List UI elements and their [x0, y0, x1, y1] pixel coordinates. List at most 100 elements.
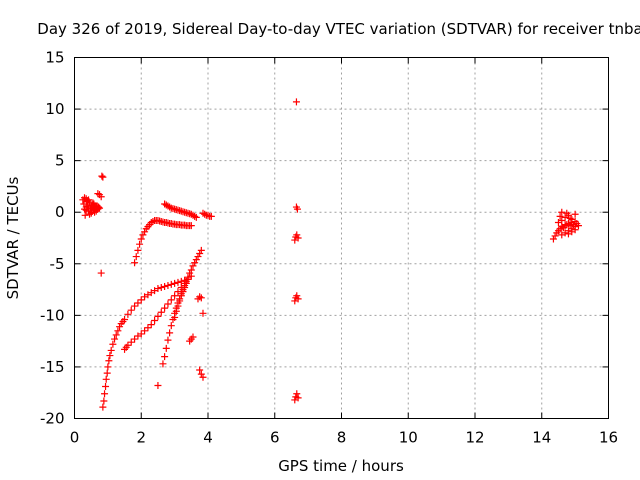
data-point	[189, 333, 197, 341]
data-point	[199, 309, 207, 317]
y-tick-label: -10	[40, 306, 65, 324]
data-point	[292, 98, 300, 106]
x-tick-label: 6	[270, 429, 280, 447]
data-point	[101, 390, 109, 398]
data-point	[162, 344, 170, 352]
data-point	[186, 269, 194, 277]
data-point	[561, 221, 569, 229]
data-point	[556, 212, 564, 220]
data-point	[558, 208, 566, 216]
data-point	[171, 313, 179, 321]
data-point	[85, 196, 93, 204]
data-point	[293, 292, 301, 300]
data-point	[147, 321, 155, 329]
data-point	[134, 299, 142, 307]
data-point	[82, 203, 90, 211]
data-point	[106, 352, 114, 360]
data-point	[164, 336, 172, 344]
data-point	[167, 296, 175, 304]
data-point	[187, 266, 195, 274]
data-point	[134, 246, 142, 254]
data-point	[105, 357, 113, 365]
data-point	[194, 253, 202, 261]
data-point	[566, 222, 574, 230]
data-point	[127, 338, 135, 346]
data-point	[154, 381, 162, 389]
data-point	[131, 335, 139, 343]
data-point	[182, 279, 190, 287]
data-point	[90, 206, 98, 214]
data-point	[196, 293, 204, 301]
data-point	[167, 322, 175, 330]
data-point	[179, 288, 187, 296]
data-point	[159, 360, 167, 368]
y-axis-label: SDTVAR / TECUs	[4, 176, 22, 299]
data-point	[154, 285, 162, 293]
x-tick-label: 8	[337, 429, 347, 447]
data-point	[136, 240, 144, 248]
data-point	[184, 275, 192, 283]
data-point	[558, 216, 566, 224]
data-point	[107, 346, 115, 354]
data-point	[103, 369, 111, 377]
data-point	[137, 330, 145, 338]
series-arc-top	[161, 200, 215, 221]
data-point	[109, 340, 117, 348]
data-point	[563, 209, 571, 217]
grid-lines	[74, 57, 609, 419]
data-point	[166, 203, 174, 211]
data-point	[112, 331, 120, 339]
data-point	[111, 335, 119, 343]
data-point	[551, 232, 559, 240]
data-point	[97, 269, 105, 277]
data-point	[167, 280, 175, 288]
x-tick-label: 12	[465, 429, 484, 447]
data-point	[172, 307, 180, 315]
data-point	[571, 217, 579, 225]
data-point	[166, 329, 174, 337]
data-point	[141, 228, 149, 236]
data-point	[192, 256, 200, 264]
series-arc-upper	[131, 216, 195, 267]
series-arc-steep-b	[171, 275, 192, 321]
data-point	[196, 249, 204, 257]
data-point	[294, 394, 302, 402]
x-tick-label: 16	[599, 429, 618, 447]
data-point	[131, 259, 139, 267]
data-point	[132, 253, 140, 261]
series-cluster-early	[79, 172, 107, 277]
data-point	[571, 226, 579, 234]
data-point	[149, 217, 157, 225]
data-point	[197, 294, 205, 302]
data-point	[187, 272, 195, 280]
data-point	[154, 312, 162, 320]
data-point	[201, 210, 209, 218]
x-tick-label: 0	[70, 429, 80, 447]
data-point	[571, 210, 579, 218]
data-point	[187, 222, 195, 230]
data-point	[100, 397, 108, 405]
x-tick-label: 14	[532, 429, 551, 447]
data-point	[177, 292, 185, 300]
data-point	[161, 282, 169, 290]
data-point	[549, 235, 557, 243]
data-point	[137, 235, 145, 243]
x-axis-label: GPS time / hours	[278, 457, 404, 475]
data-point	[102, 375, 110, 383]
data-point	[191, 259, 199, 267]
data-point	[139, 231, 147, 239]
data-point	[116, 323, 124, 331]
data-point	[161, 304, 169, 312]
data-point	[293, 231, 301, 239]
data-point	[97, 193, 105, 201]
data-point	[191, 212, 199, 220]
data-point	[564, 230, 572, 238]
y-tick-label: 10	[45, 100, 64, 118]
data-point	[189, 262, 197, 270]
data-point	[574, 222, 582, 230]
axis-ticks: 0 2 4 6 8 10 12 14 16 -20 -15 -10 -5 0 5 10 15	[40, 49, 618, 447]
data-point	[157, 284, 165, 292]
series-scattered-mid	[154, 293, 207, 389]
x-tick-label: 2	[136, 429, 146, 447]
